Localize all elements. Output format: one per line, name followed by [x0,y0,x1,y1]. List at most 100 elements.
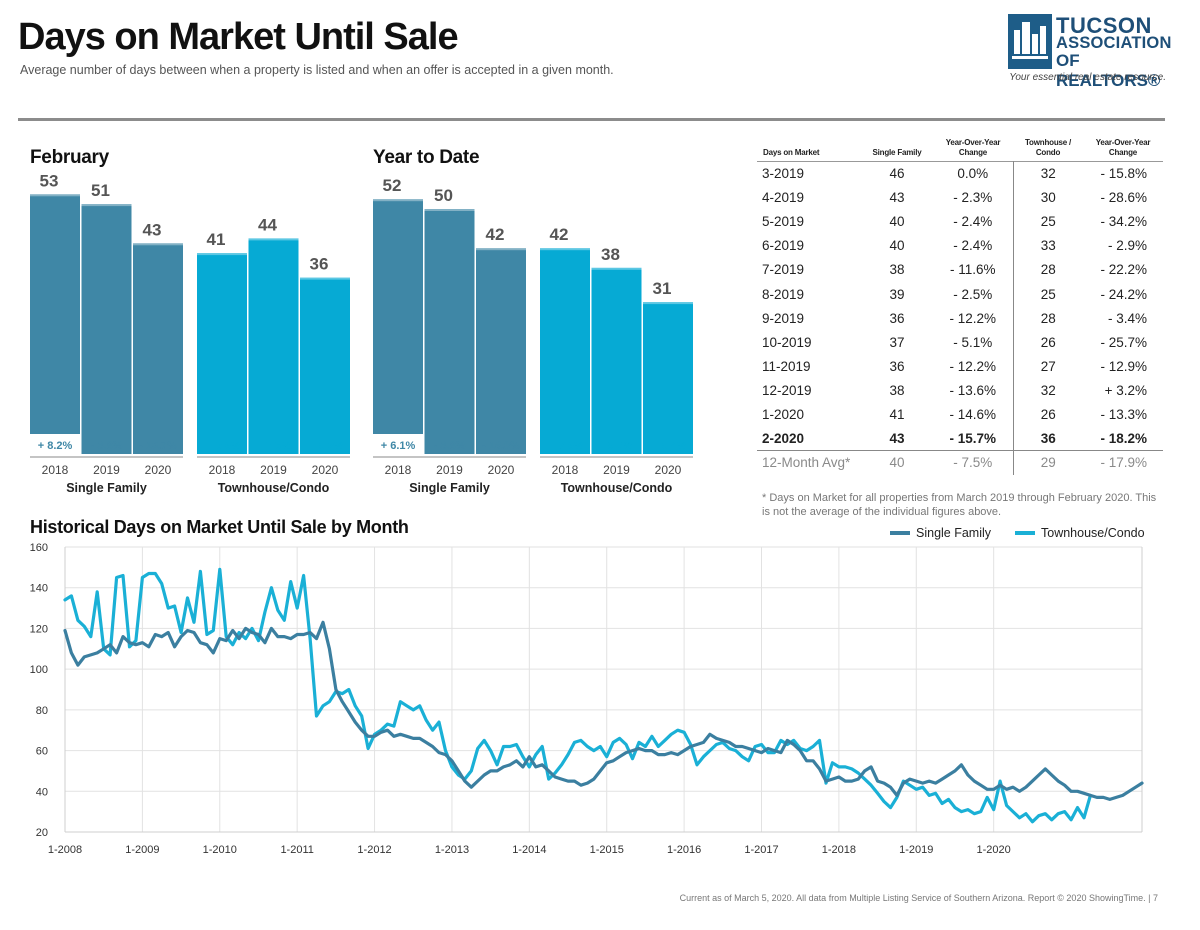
bar-value-label: 51 [91,181,110,200]
page-subtitle: Average number of days between when a pr… [20,63,614,77]
table-cell: 36 [889,310,905,326]
table-cell: 26 [1012,330,1083,355]
bar-highlight [81,204,132,207]
y-tick-label: 140 [30,583,48,595]
table-cell: 12-Month Avg* [762,455,851,471]
table-cell: - 25.7% [1100,334,1147,350]
february-bar-chart: 53 + 8.2% 2018 51 - 3.8% 2019 43 - 15.7% 2020 Sin… [28,175,358,495]
table-cell: 40 [889,214,905,230]
x-tick-label: 1-2012 [357,844,391,856]
table-cell: 27 [1012,354,1083,379]
table-row: 6-2019 40 - 2.4% 33 - 2.9% [757,233,1163,258]
table-cell: + 3.2% [1104,382,1147,398]
ytd-title: Year to Date [373,147,480,168]
ytd-bar-chart: 52 + 6.1% 2018 50 - 3.8% 2019 42 - 16.0% 2020 Sin… [371,176,701,495]
table-cell: - 2.9% [1107,238,1147,254]
table-cell: - 12.9% [1100,358,1147,374]
y-tick-label: 40 [36,786,48,798]
logo-tagline: Your essential real estate resource. [1009,72,1166,83]
bar-value-label: 42 [550,225,569,244]
table-cell: - 28.6% [1100,190,1147,206]
table-row: 5-2019 40 - 2.4% 25 - 34.2% [757,209,1163,234]
bar-highlight [300,277,350,280]
year-label: 2020 [145,463,172,477]
table-row: 7-2019 38 - 11.6% 28 - 22.2% [757,257,1163,282]
y-tick-label: 80 [36,705,48,717]
x-tick-label: 1-2017 [744,844,778,856]
page-footer: Current as of March 5, 2020. All data fr… [679,893,1158,903]
year-label: 2019 [436,463,463,477]
bar [476,248,526,454]
table-cell: 40 [889,238,905,254]
table-cell: 26 [1012,402,1083,427]
table-cell: 43 [889,190,905,206]
table-cell: 4-2019 [762,190,805,206]
table-cell: - 12.2% [949,358,997,374]
table-cell: - 13.6% [949,382,997,398]
bar-value-label: 41 [207,230,226,249]
bar-highlight [133,243,183,246]
february-title: February [30,147,109,168]
table-cell: - 2.3% [953,190,993,206]
bar-highlight [30,194,80,197]
bar [643,302,693,454]
table-row: 4-2019 43 - 2.3% 30 - 28.6% [757,185,1163,210]
bar [591,267,642,454]
group-label: Single Family [409,481,490,495]
table-cell: - 34.2% [1100,214,1147,230]
historical-line-chart: 20 40 60 80 100 120 140 160 1-2008 1-2009 1-2010 1-… [30,526,1145,856]
y-tick-label: 20 [36,827,48,839]
logo-mark [1008,14,1052,69]
table-cell: 40 [889,455,905,471]
x-tick-label: 1-2016 [667,844,701,856]
table-cell: 6-2019 [762,238,805,254]
table-cell: 5-2019 [762,214,805,230]
table-row: 10-2019 37 - 5.1% 26 - 25.7% [757,330,1163,355]
table-cell: 7-2019 [762,262,805,278]
table-avg-row: 12-Month Avg* 40 - 7.5% 29 - 17.9% [757,450,1163,475]
change-label: + 7.3% [256,440,291,452]
table-cell: 37 [889,334,905,350]
year-label: 2018 [209,463,236,477]
logo-line-1: TUCSON [1056,13,1152,38]
page-title: Days on Market Until Sale [18,16,459,58]
table-cell: 36 [889,358,905,374]
header-days-on-market: Days on Market [763,148,820,157]
logo-line-2: ASSOCIATION [1056,34,1172,52]
table-row: 3-2019 46 0.0% 32 - 15.8% [757,161,1163,186]
bar [133,243,183,454]
x-tick-label: 1-2014 [512,844,546,856]
table-cell: 8-2019 [762,286,805,302]
header-townhouse: Townhouse / Condo [1024,138,1072,157]
change-label: - 18.4% [649,440,687,452]
table-row: 1-2020 41 - 14.6% 26 - 13.3% [757,402,1163,427]
header-sf-yoy: Year-Over-Year Change [945,138,1001,157]
bar [300,277,350,454]
bar [373,199,423,454]
bar-value-label: 43 [143,220,162,239]
bar-value-label: 42 [486,225,505,244]
table-cell: 38 [889,382,905,398]
townhouse-condo-line [63,567,1093,824]
group-label: Single Family [66,481,147,495]
bar-highlight [540,248,590,251]
table-cell: 39 [889,286,905,302]
table-cell: - 11.6% [949,262,996,278]
header-single-family: Single Family [872,148,922,157]
x-tick-label: 1-2013 [435,844,469,856]
table-cell: - 12.2% [949,310,997,326]
x-tick-label: 1-2008 [48,844,82,856]
table-cell: 3-2019 [762,166,805,182]
year-label: 2018 [42,463,69,477]
table-cell: - 2.4% [953,214,993,230]
logo-line-3: OF REALTORS® [1056,51,1161,90]
change-label: - 3.8% [434,440,466,452]
bar-value-label: 44 [258,215,277,234]
y-tick-label: 120 [30,623,48,635]
bar-highlight [373,199,423,202]
group-label: Townhouse/Condo [218,481,330,495]
bar-value-label: 50 [434,186,453,205]
table-row: 12-2019 38 - 13.6% 32 + 3.2% [757,378,1163,403]
bar-highlight [424,209,475,211]
x-tick-label: 1-2015 [590,844,624,856]
